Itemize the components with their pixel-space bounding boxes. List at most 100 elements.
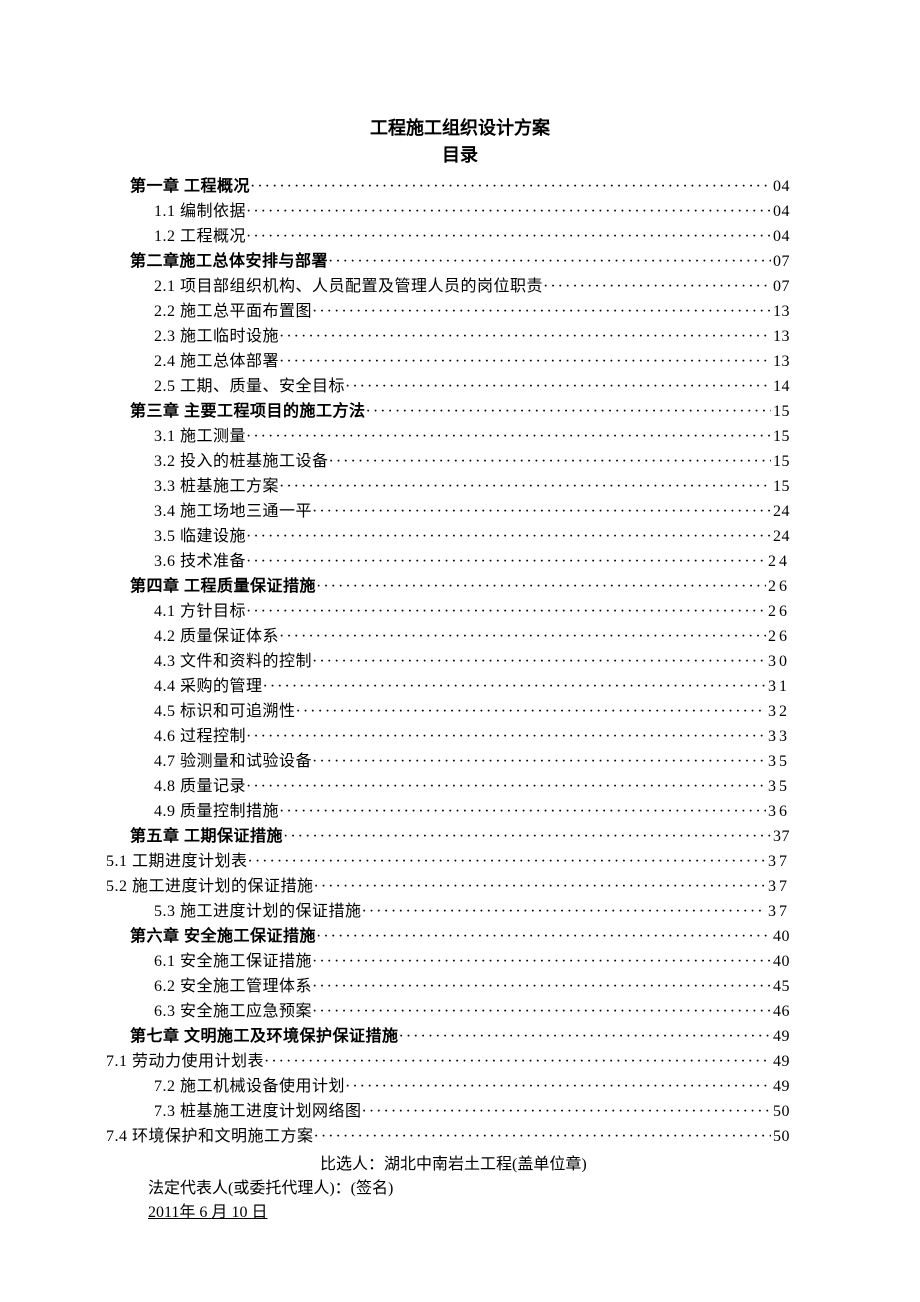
toc-label: 2.3 施工临时设施 (154, 325, 279, 349)
toc-page: 30 (766, 650, 790, 674)
toc-label: 4.6 过程控制 (154, 725, 246, 749)
toc-label: 5.2 施工进度计划的保证措施 (106, 875, 314, 899)
toc-leader-dots (316, 925, 771, 949)
toc-page: 46 (771, 1000, 790, 1024)
toc-leader-dots (312, 950, 771, 974)
toc-leader-dots (328, 250, 771, 274)
toc-entry: 第一章 工程概况 04 (130, 175, 790, 199)
toc-entry: 2.1 项目部组织机构、人员配置及管理人员的岗位职责 07 (130, 275, 790, 299)
doc-title: 工程施工组织设计方案 (130, 115, 790, 142)
toc-entry: 6.1 安全施工保证措施 40 (130, 950, 790, 974)
toc-label: 6.1 安全施工保证措施 (154, 950, 312, 974)
toc-entry: 4.8 质量记录 35 (130, 775, 790, 799)
toc-leader-dots (246, 600, 766, 624)
date-day: 10 (227, 1204, 251, 1221)
toc-page: 26 (766, 600, 790, 624)
toc-page: 31 (766, 675, 790, 699)
toc-entry: 3.3 桩基施工方案15 (130, 475, 790, 499)
toc-leader-dots (312, 500, 771, 524)
toc-label: 4.3 文件和资料的控制 (154, 650, 312, 674)
date-year: 2011 (148, 1204, 179, 1221)
toc-label: 6.2 安全施工管理体系 (154, 975, 312, 999)
toc-page: 24 (766, 550, 790, 574)
toc-page: 07 (771, 275, 790, 299)
toc-label: 4.1 方针目标 (154, 600, 246, 624)
toc-entry: 4.3 文件和资料的控制 30 (130, 650, 790, 674)
toc-page: 37 (766, 875, 790, 899)
toc-label: 第一章 工程概况 (130, 175, 250, 199)
toc-leader-dots (246, 550, 766, 574)
toc-label: 第六章 安全施工保证措施 (130, 925, 316, 949)
toc-label: 3.5 临建设施 (154, 525, 246, 549)
toc-label: 2.2 施工总平面布置图 (154, 300, 312, 324)
toc-leader-dots (345, 375, 771, 399)
toc-label: 7.3 桩基施工进度计划网络图 (154, 1100, 362, 1124)
toc-page: 15 (771, 425, 790, 449)
toc-label: 3.6 技术准备 (154, 550, 246, 574)
toc-entry: 7.4 环境保护和文明施工方案50 (106, 1125, 790, 1149)
date-day-suffix: 日 (251, 1204, 267, 1221)
toc-leader-dots (329, 450, 771, 474)
toc-leader-dots (263, 675, 766, 699)
toc-page: 35 (766, 775, 790, 799)
toc-leader-dots (279, 325, 771, 349)
toc-label: 7.1 劳动力使用计划表 (106, 1050, 264, 1074)
toc-entry: 4.2 质量保证体系 26 (130, 625, 790, 649)
toc-label: 7.2 施工机械设备使用计划 (154, 1075, 345, 1099)
toc-entry: 1.1 编制依据04 (130, 200, 790, 224)
toc-page: 32 (766, 700, 790, 724)
toc-entry: 第四章 工程质量保证措施 26 (130, 575, 790, 599)
toc-leader-dots (366, 400, 771, 424)
toc-entry: 3.5 临建设施24 (130, 525, 790, 549)
toc-label: 3.3 桩基施工方案 (154, 475, 279, 499)
toc-label: 4.7 验测量和试验设备 (154, 750, 312, 774)
toc-leader-dots (399, 1025, 771, 1049)
toc-page: 37 (766, 850, 790, 874)
toc-entry: 4.1 方针目标 26 (130, 600, 790, 624)
date-year-suffix: 年 (179, 1204, 195, 1221)
toc-label: 3.1 施工测量 (154, 425, 246, 449)
toc-label: 第五章 工期保证措施 (130, 825, 283, 849)
toc-page: 49 (771, 1075, 790, 1099)
toc-leader-dots (314, 1125, 771, 1149)
toc-entry: 4.6 过程控制 33 (130, 725, 790, 749)
toc-entry: 7.3 桩基施工进度计划网络图50 (130, 1100, 790, 1124)
toc-leader-dots (543, 275, 771, 299)
toc-page: 33 (766, 725, 790, 749)
toc-entry: 6.3 安全施工应急预案46 (130, 1000, 790, 1024)
toc-leader-dots (246, 425, 771, 449)
toc-leader-dots (279, 475, 771, 499)
toc-page: 49 (771, 1025, 790, 1049)
toc-label: 3.2 投入的桩基施工设备 (154, 450, 329, 474)
toc-entry: 7.1 劳动力使用计划表49 (106, 1050, 790, 1074)
toc-leader-dots (312, 650, 766, 674)
toc-entry: 4.4 采购的管理 31 (130, 675, 790, 699)
toc-page: 37 (771, 825, 790, 849)
toc-entry: 3.2 投入的桩基施工设备15 (130, 450, 790, 474)
toc-page: 15 (771, 400, 790, 424)
toc-page: 26 (766, 575, 790, 599)
toc-label: 2.5 工期、质量、安全目标 (154, 375, 345, 399)
toc-entry: 3.1 施工测量 15 (130, 425, 790, 449)
footer-bidder: 比选人：湖北中南岩土工程(盖单位章) (130, 1153, 790, 1177)
toc-label: 4.9 质量控制措施 (154, 800, 279, 824)
toc-page: 35 (766, 750, 790, 774)
toc-page: 04 (771, 175, 790, 199)
toc-entry: 第三章 主要工程项目的施工方法15 (130, 400, 790, 424)
toc-entry: 5.3 施工进度计划的保证措施 37 (130, 900, 790, 924)
toc-label: 2.1 项目部组织机构、人员配置及管理人员的岗位职责 (154, 275, 543, 299)
footer-representative: 法定代表人(或委托代理人)：(签名) (130, 1177, 790, 1201)
toc-entry: 第七章 文明施工及环境保护保证措施49 (130, 1025, 790, 1049)
footer-date: 2011年 6 月 10 日 (130, 1201, 790, 1225)
toc-label: 5.1 工期进度计划表 (106, 850, 248, 874)
toc-leader-dots (314, 875, 766, 899)
toc-leader-dots (345, 1075, 771, 1099)
toc-page: 45 (771, 975, 790, 999)
toc-label: 第四章 工程质量保证措施 (130, 575, 316, 599)
toc-leader-dots (316, 575, 766, 599)
toc-page: 04 (771, 225, 790, 249)
toc-leader-dots (246, 200, 771, 224)
toc-page: 40 (771, 950, 790, 974)
toc-leader-dots (246, 525, 771, 549)
doc-subtitle: 目录 (130, 142, 790, 169)
